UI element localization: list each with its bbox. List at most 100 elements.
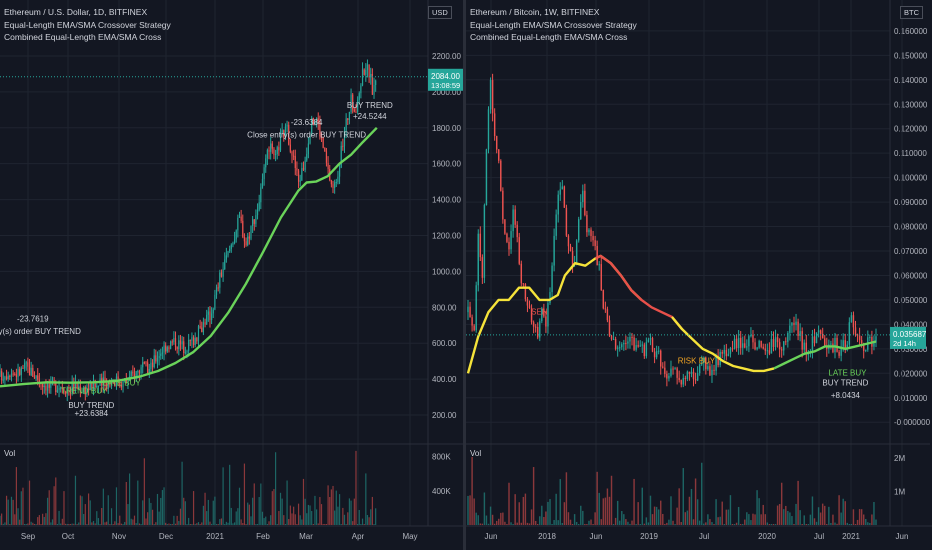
volume-bar (270, 515, 272, 525)
volume-bar (320, 504, 323, 525)
candle-body (302, 168, 305, 170)
right-currency-badge[interactable]: BTC (900, 6, 923, 19)
volume-bar (307, 504, 310, 525)
volume-bar (255, 524, 257, 525)
usd-chart-svg[interactable]: 200.00 400.00 600.00 800.00 1000.00 1200.00 14… (0, 0, 466, 550)
candle-body (325, 151, 328, 163)
volume-bar (278, 511, 280, 525)
candle-body (258, 202, 260, 210)
volume-bar (610, 475, 613, 525)
candle-body (477, 233, 479, 286)
candle-body (240, 216, 242, 221)
volume-bar (142, 500, 144, 525)
x-tick-label: 2018 (538, 532, 556, 541)
candle-body (60, 387, 62, 389)
volume-bar (547, 501, 549, 525)
candle-body (255, 215, 257, 224)
candle-body (662, 366, 664, 368)
candle-body (467, 306, 469, 313)
candle-body (705, 357, 707, 370)
y-tick-label: 0.080000 (894, 223, 928, 232)
volume-bar (316, 509, 318, 525)
volume-bar (571, 524, 574, 525)
volume-bar (283, 515, 285, 525)
candle-body (873, 342, 875, 347)
volume-bar (633, 478, 635, 525)
candle-body (5, 376, 8, 380)
volume-bar (2, 523, 4, 525)
candle-body (545, 316, 547, 327)
candle-body (58, 387, 60, 391)
volume-bar (510, 522, 512, 525)
volume-bar (101, 507, 103, 525)
volume-bar (641, 487, 643, 525)
volume-bar (4, 522, 6, 525)
volume-bar (120, 523, 122, 525)
volume-bar (701, 462, 703, 525)
volume-bar (512, 524, 514, 525)
volume-bar (314, 495, 316, 525)
volume-bar (256, 524, 259, 525)
moving-average-line (0, 126, 378, 388)
last-price-value: 2084.00 (431, 72, 460, 81)
candle-body (158, 355, 160, 359)
candle-body (51, 380, 54, 382)
candle-body (854, 327, 857, 335)
candle-body (320, 136, 323, 138)
volume-bar (60, 523, 62, 525)
volume-bar (783, 509, 785, 525)
volume-bar (171, 524, 173, 525)
candle-body (371, 73, 373, 95)
candle-body (577, 219, 580, 241)
candle-body (161, 352, 164, 354)
candle-body (493, 113, 496, 137)
y-tick-label: 0.060000 (894, 271, 928, 280)
candle-body (209, 311, 211, 321)
candle-body (780, 349, 783, 351)
candle-body (783, 341, 785, 351)
volume-bar (50, 522, 52, 525)
volume-bar (862, 514, 865, 525)
pane-divider[interactable] (463, 0, 466, 550)
btc-chart-svg[interactable]: -0.000000 0.010000 0.020000 0.030000 0.04000… (466, 0, 932, 550)
candle-body (233, 239, 236, 244)
volume-bar (733, 524, 736, 525)
candle-body (748, 336, 750, 347)
candle-body (138, 371, 141, 374)
candle-body (518, 237, 520, 264)
volume-bar (189, 524, 191, 525)
candle-body (739, 337, 742, 348)
candle-body (590, 229, 592, 237)
candle-body (27, 362, 29, 367)
volume-bar (178, 521, 180, 525)
candle-body (306, 154, 308, 161)
left-currency-badge[interactable]: USD (428, 6, 452, 19)
volume-bar (368, 517, 370, 525)
candle-body (148, 369, 150, 374)
candle-body (604, 308, 607, 310)
candle-body (348, 111, 351, 121)
candle-body (235, 230, 237, 240)
volume-bar (363, 524, 365, 525)
volume-bar (58, 510, 60, 525)
volume-bar (263, 518, 265, 525)
volume-bar (78, 522, 80, 525)
left-chart-pane[interactable]: 200.00 400.00 600.00 800.00 1000.00 1200.00 14… (0, 0, 466, 550)
right-chart-pane[interactable]: -0.000000 0.010000 0.020000 0.030000 0.04000… (466, 0, 932, 550)
candle-body (247, 236, 249, 246)
candle-body (532, 322, 535, 327)
candle-body (137, 371, 139, 373)
candle-body (78, 386, 80, 389)
volume-bar (24, 524, 26, 525)
candle-body (224, 259, 226, 270)
volume-bar (750, 520, 752, 525)
volume-bar (335, 490, 337, 525)
volume-bar (40, 524, 42, 525)
candle-body (774, 337, 777, 348)
candle-body (279, 133, 282, 151)
volume-bar (168, 523, 170, 525)
candle-body (698, 364, 701, 374)
volume-bar (565, 472, 568, 525)
volume-bar (553, 519, 555, 525)
candle-body (776, 337, 779, 343)
